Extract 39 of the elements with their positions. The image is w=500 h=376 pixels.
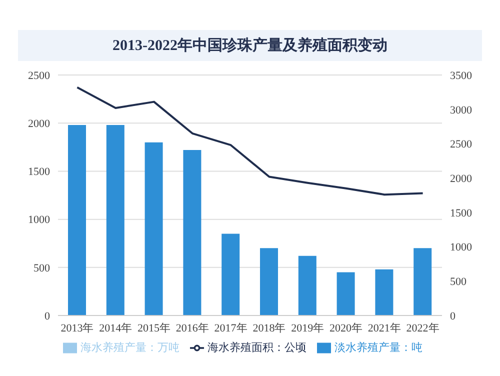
- y-tick-label: 500: [34, 262, 50, 274]
- y2-tick-label: 500: [450, 276, 467, 288]
- bar: [375, 269, 394, 316]
- bar: [336, 272, 355, 316]
- y-tick-label: 2500: [28, 70, 50, 82]
- bar: [414, 248, 432, 316]
- x-tick-label: 2018年: [252, 322, 286, 334]
- x-tick-label: 2019年: [291, 322, 324, 334]
- y2-tick-label: 1000: [450, 242, 472, 254]
- y-tick-label: 1000: [28, 214, 50, 226]
- bar: [183, 150, 202, 316]
- y2-tick-label: 3500: [450, 70, 472, 82]
- x-tick-label: 2022年: [406, 322, 440, 334]
- y-tick-label: 0: [44, 310, 50, 322]
- chart-title: 2013-2022年中国珍珠产量及养殖面积变动: [18, 30, 482, 61]
- bar: [222, 234, 240, 316]
- x-tick-label: 2016年: [176, 322, 209, 334]
- legend-label: 淡水养殖产量：吨: [334, 342, 422, 354]
- legend-label: 海水养殖产量：万吨: [80, 342, 180, 354]
- bar: [144, 142, 163, 316]
- x-tick-label: 2014年: [99, 322, 132, 334]
- x-tick-label: 2021年: [368, 322, 401, 334]
- y2-tick-label: 2000: [450, 172, 472, 185]
- y-tick-label: 2000: [28, 118, 50, 130]
- x-tick-label: 2015年: [138, 322, 170, 334]
- y-tick-label: 1500: [28, 166, 50, 178]
- x-tick-label: 2020年: [330, 322, 362, 334]
- y2-tick-label: 0: [450, 310, 456, 322]
- legend-label: 海水养殖面积：公顷: [208, 342, 306, 354]
- bar: [260, 248, 278, 316]
- bar: [106, 125, 124, 316]
- y2-tick-label: 3000: [450, 104, 472, 116]
- bar: [68, 125, 86, 316]
- x-tick-label: 2013年: [60, 322, 94, 334]
- y2-tick-label: 1500: [450, 207, 472, 220]
- y2-tick-label: 2500: [450, 138, 472, 151]
- line-series: [76, 86, 424, 196]
- x-tick-label: 2017年: [214, 322, 248, 334]
- bar: [298, 256, 316, 316]
